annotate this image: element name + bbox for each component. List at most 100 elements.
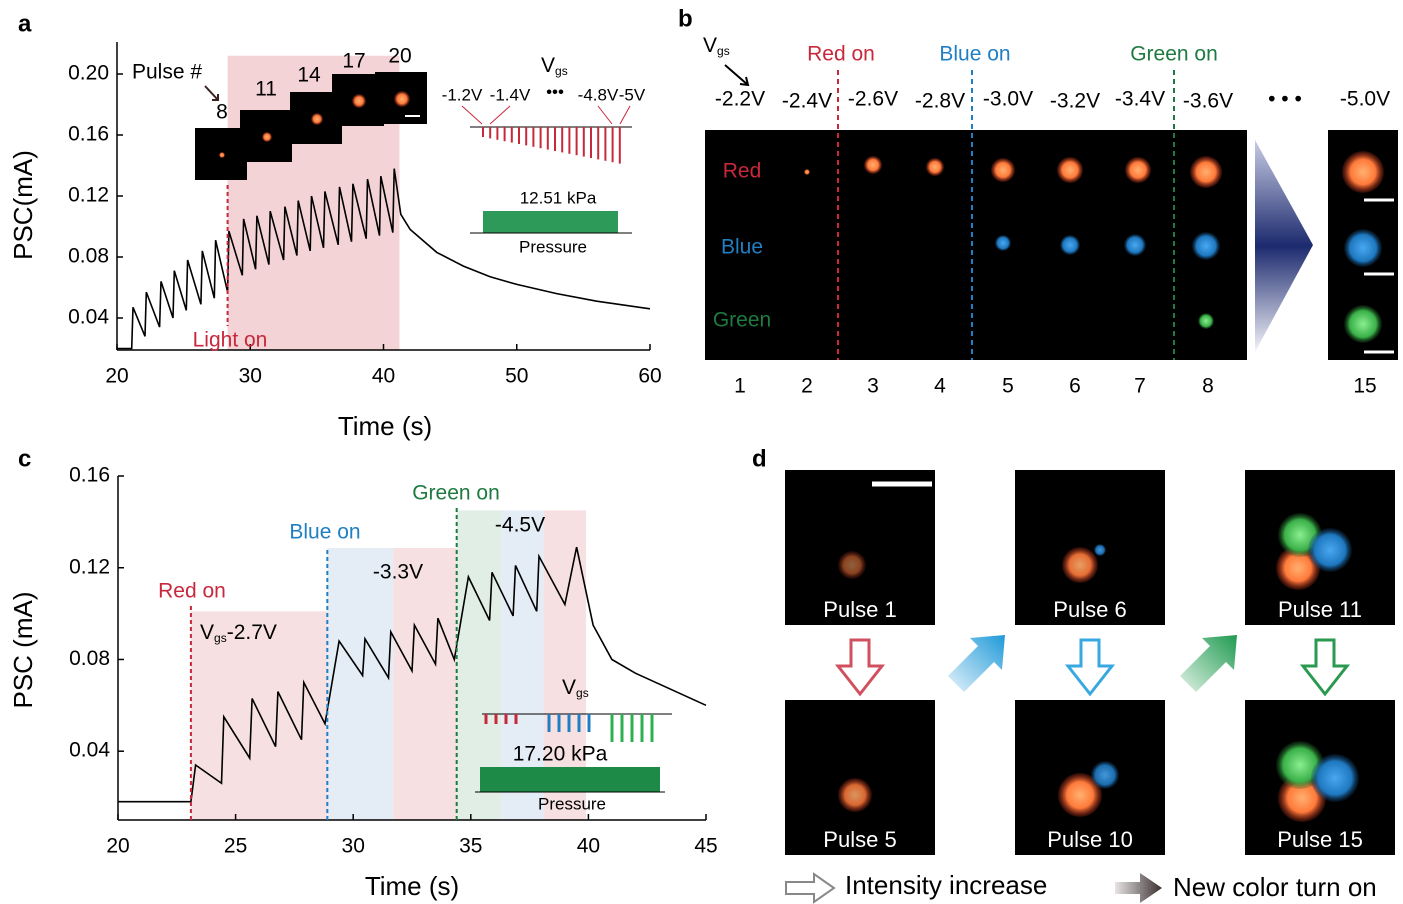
hollow-arrow (1064, 638, 1116, 697)
color-arrow (948, 635, 1005, 692)
vgs-label: Vgs (562, 676, 589, 701)
data-line (117, 168, 651, 350)
label: Green (713, 309, 771, 332)
label: 0.12 (68, 184, 109, 207)
image-grid (705, 130, 1247, 360)
label: 60 (638, 365, 661, 388)
label: Blue on (939, 43, 1010, 66)
pressure-bar (483, 211, 618, 233)
legend-icon (1115, 873, 1162, 903)
spot (1057, 157, 1083, 183)
image-tile (785, 470, 935, 625)
vgs-main: V (200, 621, 214, 644)
spot (991, 158, 1015, 182)
label: Pulse 11 (1278, 597, 1362, 622)
label: 15 (1353, 375, 1376, 398)
label: 14 (297, 64, 321, 87)
spot (1344, 229, 1382, 267)
vgs-sub: gs (214, 631, 227, 645)
arrow (204, 85, 219, 101)
spot (926, 158, 944, 176)
label: Time (s) (365, 871, 459, 901)
label: Pulse 10 (1047, 827, 1133, 852)
label: -5V (619, 85, 646, 104)
panel-label: a (18, 10, 32, 37)
legend-icon (785, 872, 836, 904)
label: 4 (934, 375, 946, 398)
label: -3.0V (983, 88, 1033, 111)
label: 30 (239, 365, 262, 388)
label: 2 (801, 375, 813, 398)
label: 0.04 (68, 306, 109, 329)
spot (1058, 773, 1102, 817)
label: -3.4V (1115, 88, 1165, 111)
spot (1190, 156, 1222, 188)
label: 8 (1202, 375, 1214, 398)
spot (864, 156, 882, 174)
spot (219, 152, 225, 158)
label: 40 (577, 835, 600, 858)
label: -2.6V (848, 88, 898, 111)
spot (1344, 305, 1382, 343)
arrows (461, 105, 631, 125)
voltage-label: Vgs-2.7V (200, 621, 277, 646)
label: -2.2V (715, 88, 765, 111)
spot (804, 169, 810, 175)
label: Pulse 5 (823, 827, 896, 852)
spot (1091, 761, 1119, 789)
pressure-bar (480, 767, 660, 792)
spot (1062, 547, 1098, 583)
voltage: -2.7V (227, 621, 277, 644)
vgs-sub: gs (717, 44, 730, 58)
label: PSC (mA) (8, 592, 38, 709)
label: 0.16 (69, 464, 110, 487)
label: 5 (1002, 375, 1014, 398)
label: Red on (158, 580, 226, 603)
shaded-region (393, 548, 457, 820)
label: Pulse # (132, 61, 202, 84)
label: 0.20 (68, 62, 109, 85)
spot (838, 778, 872, 812)
spot (1342, 151, 1384, 193)
spot (262, 132, 272, 142)
label: 0.04 (69, 739, 110, 762)
label: 17 (342, 50, 365, 73)
spot (1192, 232, 1220, 260)
spot (311, 113, 323, 125)
label: Pulse 15 (1277, 827, 1363, 852)
label: 17.20 kPa (513, 743, 608, 766)
label: -3.2V (1050, 90, 1100, 113)
data-line (118, 546, 707, 803)
panel-label: b (678, 5, 693, 32)
label: Green on (412, 482, 500, 505)
label: 3 (867, 375, 879, 398)
label: • • • (1268, 88, 1302, 111)
spot (1308, 528, 1352, 572)
label: 6 (1069, 375, 1081, 398)
label: 1 (734, 375, 746, 398)
triangle (1255, 140, 1313, 352)
label: -2.4V (782, 90, 832, 113)
color-arrow (1180, 635, 1237, 692)
vgs-main: V (562, 676, 576, 699)
label: 0.08 (68, 245, 109, 268)
image-tile (1015, 470, 1165, 625)
label: Pressure (519, 237, 587, 256)
spot (1124, 234, 1146, 256)
label: Blue on (289, 521, 360, 544)
spot (995, 235, 1011, 251)
label: -3.3V (373, 561, 423, 584)
label: 0.12 (69, 555, 110, 578)
label: -3.6V (1183, 90, 1233, 113)
label: 25 (224, 835, 247, 858)
label: 45 (694, 835, 717, 858)
label: 40 (372, 365, 395, 388)
hollow-arrow (834, 638, 886, 697)
spot (1125, 157, 1151, 183)
hollow-arrow (1299, 638, 1351, 697)
label: 20 (388, 45, 411, 68)
spot (1276, 546, 1320, 590)
label: Blue (721, 236, 763, 259)
label: -1.2V (442, 85, 483, 104)
